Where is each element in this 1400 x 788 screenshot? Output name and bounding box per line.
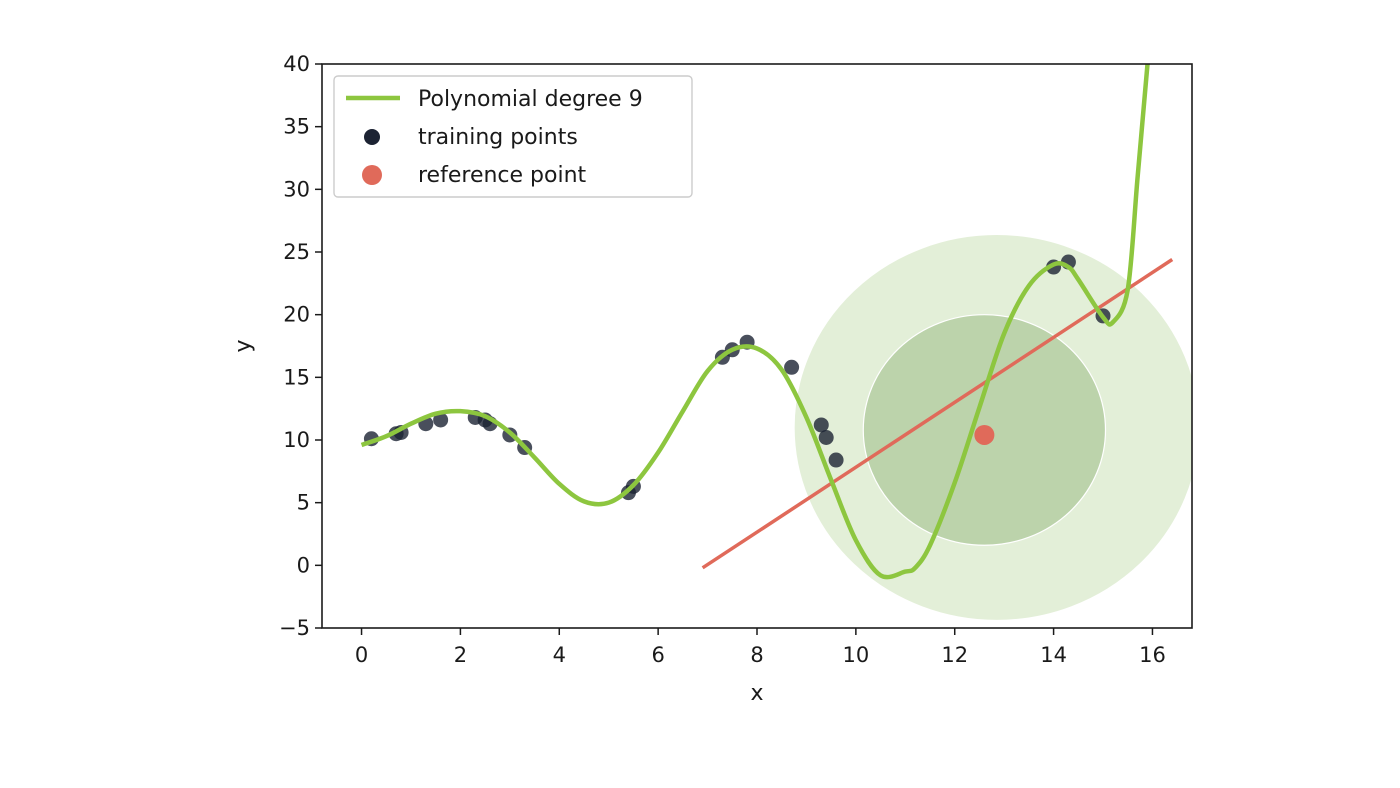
legend-polynomial-label: Polynomial degree 9: [418, 87, 643, 112]
training-point: [818, 429, 834, 445]
y-tick-label: 35: [283, 115, 310, 139]
y-tick-label: 15: [283, 365, 310, 389]
x-tick-label: 8: [750, 643, 763, 667]
x-tick-label: 14: [1040, 643, 1067, 667]
x-tick-label: 16: [1139, 643, 1166, 667]
reference-point-layer: [974, 424, 995, 445]
y-axis-label: y: [231, 339, 256, 352]
polynomial-curve-layer: [360, 64, 1150, 580]
x-axis-label: x: [750, 681, 763, 706]
reference-point: [974, 424, 995, 445]
training-point: [813, 417, 829, 433]
y-axis-ticks: −5 0 5 10 15 20 25 30 35 40: [279, 52, 322, 640]
y-tick-label: 20: [283, 303, 310, 327]
y-tick-label: 40: [283, 52, 310, 76]
legend: Polynomial degree 9 training points refe…: [333, 75, 693, 198]
local-linear-fit-line: [701, 258, 1174, 570]
fit-line-layer: [701, 258, 1174, 570]
legend-frame: [333, 75, 693, 198]
training-point: [828, 452, 844, 468]
x-tick-label: 10: [842, 643, 869, 667]
y-tick-label: 5: [297, 491, 310, 515]
legend-training-swatch: [364, 129, 380, 145]
y-tick-label: 30: [283, 177, 310, 201]
y-tick-label: 25: [283, 240, 310, 264]
plot-area: [360, 64, 1192, 622]
x-tick-label: 6: [651, 643, 664, 667]
x-tick-label: 0: [355, 643, 368, 667]
x-tick-label: 2: [454, 643, 467, 667]
y-tick-label: −5: [279, 616, 310, 640]
x-tick-label: 4: [553, 643, 566, 667]
x-axis-ticks: 0 2 4 6 8 10 12 14 16: [355, 628, 1166, 667]
neighborhood-circles: [793, 233, 1192, 622]
y-tick-label: 0: [297, 553, 310, 577]
polynomial-degree-9-curve: [360, 64, 1150, 580]
training-point: [433, 412, 449, 428]
training-point: [784, 359, 800, 375]
legend-reference-label: reference point: [418, 163, 587, 188]
legend-training-label: training points: [418, 125, 578, 150]
x-tick-label: 12: [941, 643, 968, 667]
legend-reference-swatch: [362, 165, 382, 185]
y-tick-label: 10: [283, 428, 310, 452]
